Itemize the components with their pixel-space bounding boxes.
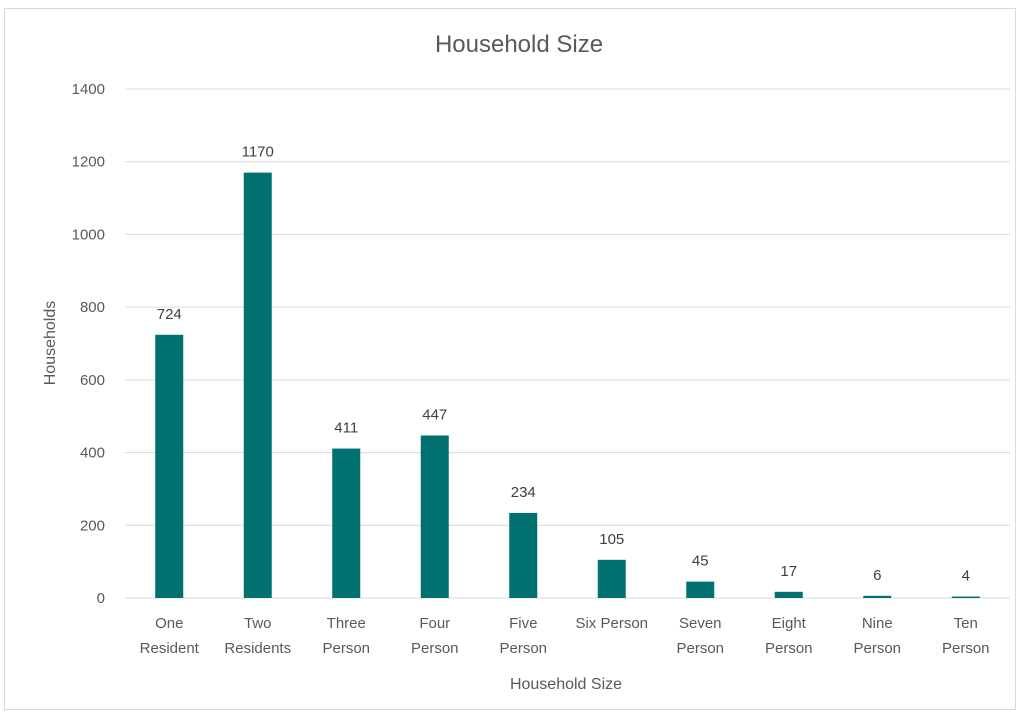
y-tick-label: 400 [80,445,105,462]
y-tick-label: 0 [97,590,105,607]
bar [686,581,715,598]
bar [951,596,980,598]
gridlines [125,88,1010,599]
data-label: 17 [780,563,797,580]
bar [509,512,538,598]
bar [243,172,272,598]
x-category-label: Three [327,615,366,632]
data-label: 105 [599,531,624,548]
x-category-label: One [155,615,183,632]
data-label: 6 [873,567,881,584]
y-tick-label: 1400 [72,81,105,98]
data-label: 724 [157,306,182,323]
x-category-label: Residents [224,640,291,657]
x-category-label: Person [499,640,547,657]
x-category-label: Four [419,615,450,632]
x-category-label: Person [411,640,459,657]
bars [155,172,980,598]
data-label: 45 [692,553,709,570]
x-category-label: Person [853,640,901,657]
bar [332,448,361,598]
x-category-label: Person [942,640,990,657]
data-labels: 724 1170 411 447 234 105 45 17 6 4 [157,144,970,585]
data-label: 234 [511,484,536,501]
x-category-label: Two [244,615,272,632]
x-category-label: Person [322,640,370,657]
x-category-label: Five [509,615,537,632]
y-tick-label: 1000 [72,226,105,243]
x-category-label: Six Person [575,615,648,632]
y-tick-label: 200 [80,517,105,534]
bar [155,334,184,598]
bar [597,559,626,598]
x-category-label: Person [676,640,724,657]
y-tick-label: 1200 [72,154,105,171]
data-label: 447 [422,406,447,423]
x-category-label: Seven [679,615,722,632]
chart-title: Household Size [435,31,603,58]
y-axis-title: Households [42,301,59,386]
bar [774,591,803,598]
x-category-label: Nine [862,615,893,632]
data-label: 4 [962,568,970,585]
x-axis-categories: One Resident Two Residents Three Person Four Pe… [140,615,990,657]
x-category-label: Eight [772,615,807,632]
y-tick-label: 600 [80,372,105,389]
data-label: 1170 [242,144,274,161]
bar [420,435,449,598]
bar [863,595,892,598]
y-tick-label: 800 [80,299,105,316]
x-category-label: Resident [140,640,200,657]
data-label: 411 [334,420,358,437]
y-axis-ticks: 0 200 400 600 800 1000 1200 1400 [72,81,105,607]
x-axis-title: Household Size [510,676,622,693]
x-category-label: Person [765,640,813,657]
x-category-label: Ten [954,615,978,632]
